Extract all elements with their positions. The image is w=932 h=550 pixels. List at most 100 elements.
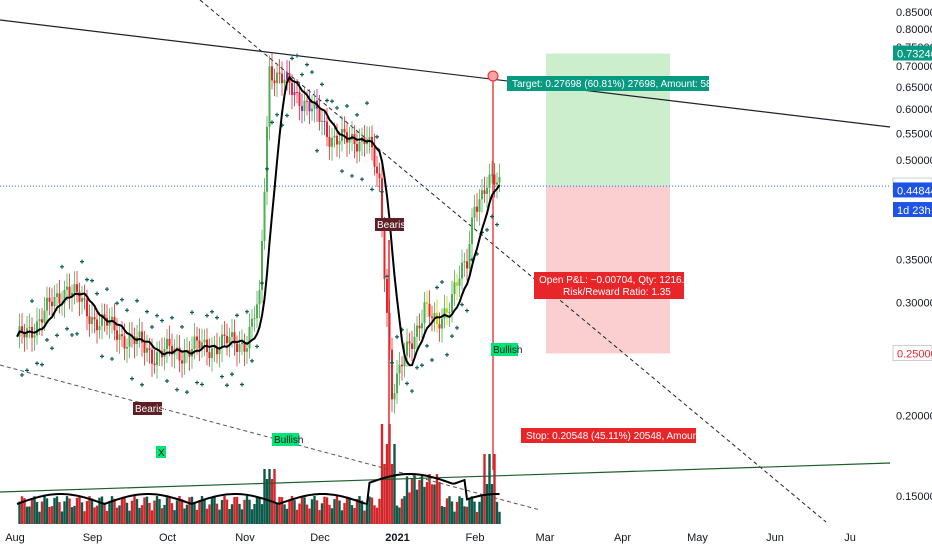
candle-body [153,363,156,366]
candle-body [128,334,131,347]
volume-bar [265,479,269,524]
volume-bar [298,503,301,524]
psar-cross [260,281,264,286]
dashed-lower-line [0,364,541,511]
psar-cross [340,169,344,174]
volume-bar [175,500,179,524]
volume-bar [180,499,184,524]
candle-body [148,348,151,350]
candle-body [448,311,451,313]
psar-cross [315,148,319,153]
candle-body [126,346,128,349]
psar-cross [375,134,379,139]
candle-body [266,126,268,192]
psar-cross [365,101,369,106]
psar-cross [105,287,109,292]
psar-cross [265,166,269,171]
volume-bar [473,501,476,524]
volume-bar [268,469,271,524]
volume-bar [313,496,316,524]
psar-cross [345,104,349,109]
volume-bar [75,497,79,524]
psar-cross [320,82,324,87]
psar-cross [150,324,154,329]
psar-cross [490,214,494,219]
position-zones [546,53,670,354]
volume-bar [173,510,176,524]
price-tag-box [893,45,932,61]
volume-bar [133,496,136,524]
time-tick-label: Sep [83,532,103,544]
cross-signal-box [156,446,166,458]
volume-bar [423,486,426,524]
psar-cross [45,337,49,342]
psar-cross [75,331,79,336]
time-tick-label: Nov [235,532,255,544]
volume-bar [130,500,134,524]
volume-bar [373,505,376,524]
volume-bar [183,508,186,524]
price-tag-box [893,182,932,198]
candle-body [496,182,498,185]
candle-body [43,310,46,323]
volume-bar [420,474,424,524]
candle-body [336,135,338,145]
volume-bar [310,499,314,524]
volume-bar [225,499,229,524]
psar-cross [380,189,384,194]
volume-bar [275,503,279,524]
volume-bar [328,504,331,524]
bullish-signal-1: Bullish [274,435,303,446]
time-axis: Aug Sep Oct Nov Dec 2021 Feb Mar Apr May Jun Ju [5,532,856,544]
candle-body [318,108,321,122]
candle-body [458,278,461,286]
candle-body [151,349,153,364]
candle-body [133,336,136,344]
psar-cross [175,387,179,392]
bearish-signal-1-box [133,402,162,415]
candle-body [238,344,241,352]
price-tick-label: 0.65000 [896,82,932,94]
candle-body [416,325,418,337]
candle-body [183,351,186,364]
psar-cross [200,382,204,387]
pnl-label: Open P&L: −0.00704, Qty: 1216.663 [539,275,702,286]
volume-bar [320,503,324,524]
candle-body [386,278,388,313]
bearish-signal-2: Bearish [377,220,411,231]
psar-cross [35,361,39,366]
price-tick-label: 0.20000 [896,411,932,423]
volume-bar [128,510,131,524]
volume-bar [230,504,234,524]
candle-body [123,336,126,349]
psar-cross [395,334,399,339]
price-tag-label: 0.73246 [897,49,932,61]
candle-body [493,174,496,185]
candle-body [456,282,458,286]
candle-body [421,323,423,329]
volume-bar [50,506,54,524]
stop-label: Stop: 0.20548 (45.11%) 20548, Amount: 0 [526,431,712,442]
volume-bar [428,474,431,524]
volume-bar [338,500,341,524]
psar-cross [190,310,194,315]
psar-cross [20,372,24,377]
volume-bar [363,510,366,524]
candle-body [321,120,323,122]
candle-body [381,178,383,229]
volume-bar [110,496,114,524]
candle-body [263,191,266,242]
volume-bar [208,504,211,524]
candle-body [471,217,473,244]
candle-body [81,298,83,302]
psar-cross [165,378,169,383]
candle-body [193,336,196,349]
volume-bar [113,498,116,524]
volume-bar [408,492,411,524]
volume-bar [200,496,204,524]
volume-bar [458,496,461,524]
candle-body [423,302,426,324]
candle-body [296,92,298,94]
volume-bar [263,469,266,524]
